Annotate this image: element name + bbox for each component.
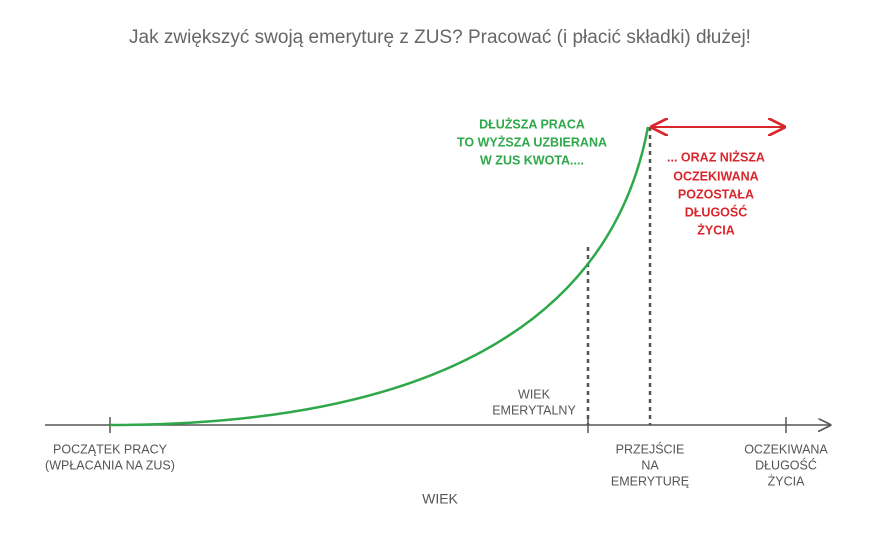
axis-point-label: ŻYCIA: [768, 474, 805, 488]
title: Jak zwiększyć swoją emeryturę z ZUS? Pra…: [129, 27, 751, 48]
red-note: ... ORAZ NIŻSZA: [667, 149, 765, 164]
axis-label: WIEK: [422, 491, 458, 507]
red-note: POZOSTAŁA: [678, 187, 754, 201]
axis-point-label: PRZEJŚCIE: [616, 441, 685, 456]
axis-point-label: (WPŁACANIA NA ZUS): [45, 458, 175, 472]
green-note: TO WYŻSZA UZBIERANA: [457, 134, 607, 149]
axis-point-label: POCZĄTEK PRACY: [53, 442, 168, 456]
curve: [109, 126, 650, 427]
green-note: W ZUS KWOTA....: [480, 153, 584, 167]
green-note: DŁUŻSZA PRACA: [479, 116, 585, 131]
axis-point-label: EMERYTURĘ: [611, 474, 689, 488]
red-note: OCZEKIWANA: [673, 169, 758, 183]
red-note: ŻYCIA: [697, 222, 735, 237]
axis-point-label: DŁUGOŚĆ: [755, 457, 817, 472]
red-note: DŁUGOŚĆ: [685, 204, 748, 219]
retirement-age: WIEK: [518, 387, 551, 401]
axis-point-label: NA: [641, 458, 659, 472]
axis-point-label: OCZEKIWANA: [744, 442, 828, 456]
retirement-age: EMERYTALNY: [492, 403, 576, 417]
